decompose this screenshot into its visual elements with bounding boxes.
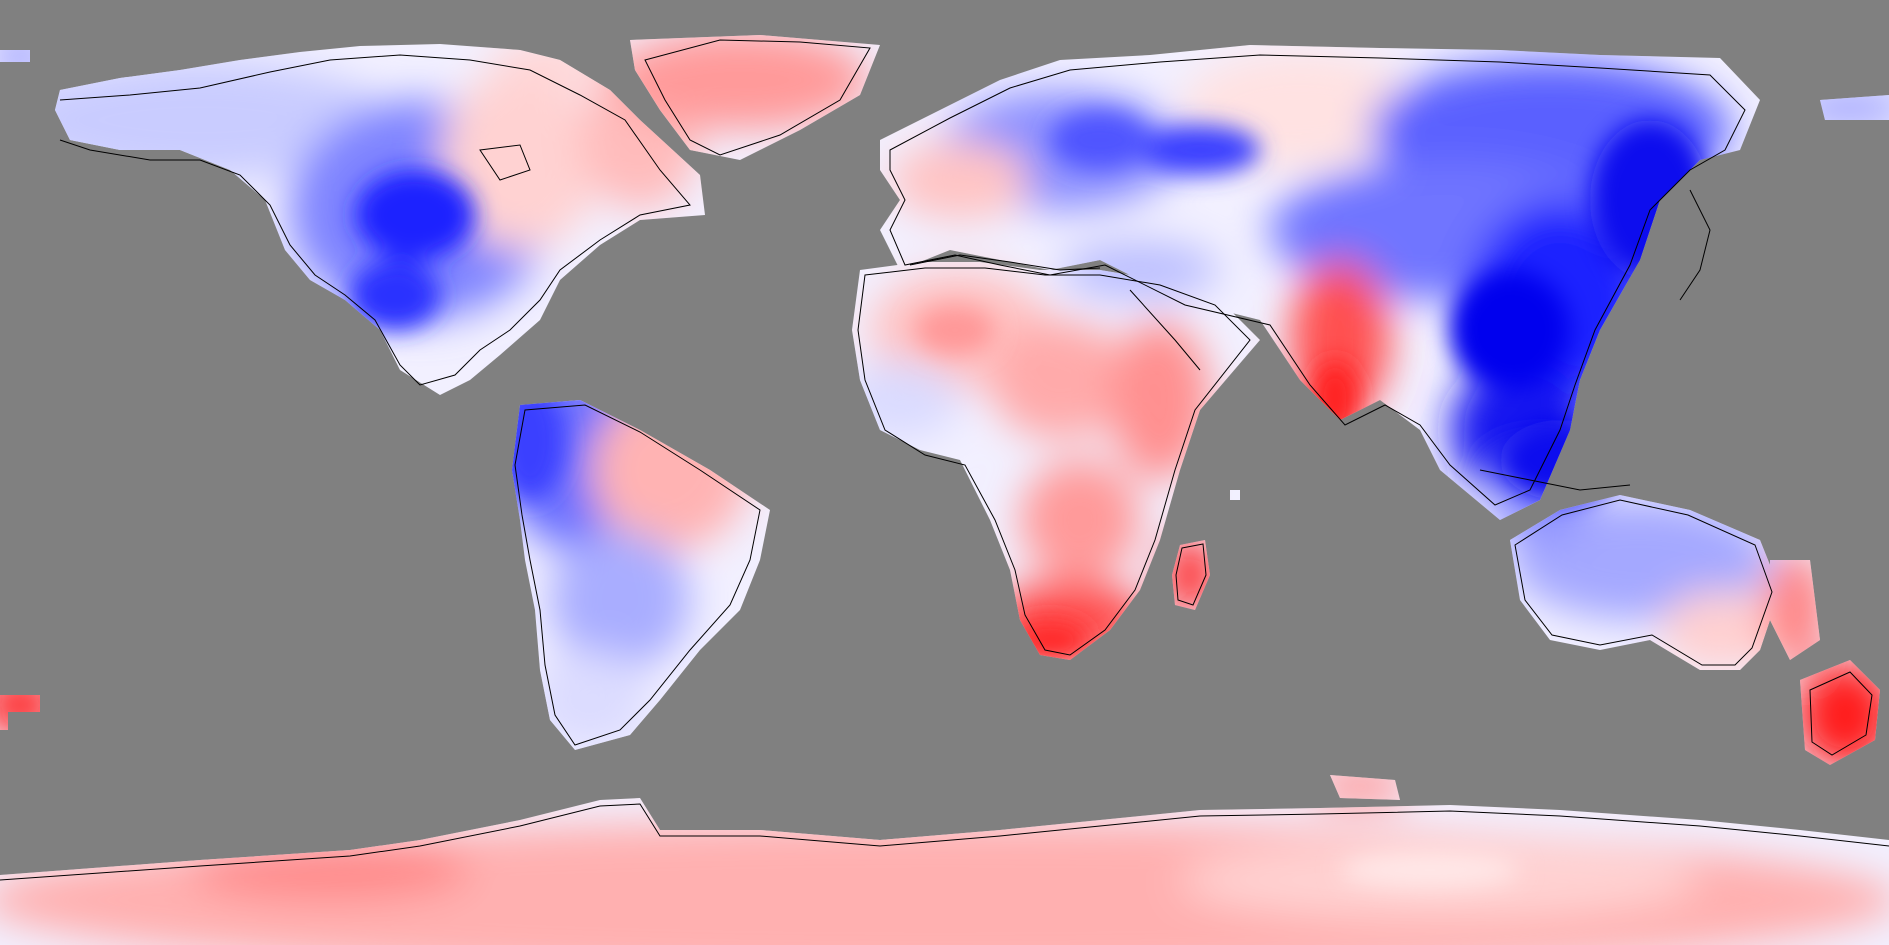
coastline-north-america — [59, 54, 691, 386]
coastline-eurasia — [889, 54, 1746, 506]
coastline-red-sea — [1129, 289, 1201, 371]
coastline-indonesia — [1479, 469, 1631, 491]
coastline-mediterranean — [909, 254, 1101, 271]
coastline-antarctica — [0, 803, 1889, 881]
coastline-australia — [1514, 499, 1773, 666]
coastline-africa — [857, 267, 1251, 656]
coastline-great-lakes — [479, 144, 531, 181]
coastline-greenland — [644, 39, 871, 156]
coastline-japan — [1679, 189, 1711, 301]
coastline-new-zealand — [1809, 671, 1873, 756]
coastline-south-america — [514, 404, 761, 746]
coastline-madagascar — [1175, 543, 1207, 606]
coastlines — [0, 39, 1889, 881]
